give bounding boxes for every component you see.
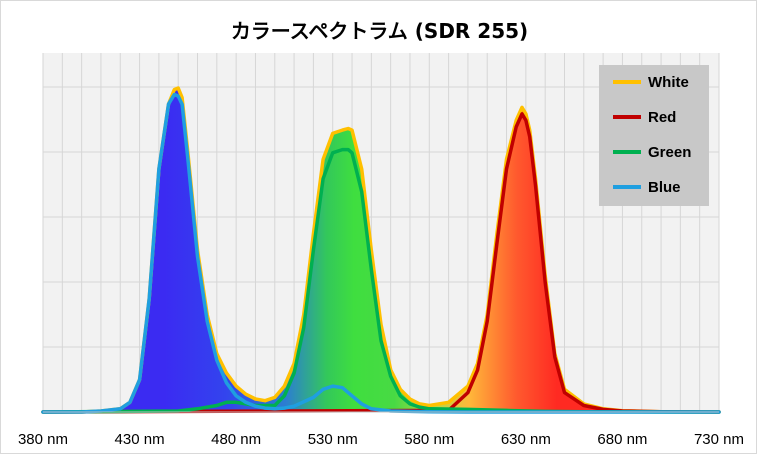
chart-title: カラースペクトラム (SDR 255): [230, 19, 529, 43]
legend-label-green: Green: [648, 144, 691, 161]
x-tick-label: 480 nm: [211, 431, 261, 448]
series-line-green: [41, 147, 721, 414]
series-lines: [41, 86, 721, 414]
legend-label-blue: Blue: [648, 179, 681, 196]
series-line-blue: [41, 92, 721, 414]
x-tick-label: 580 nm: [404, 431, 454, 448]
x-tick-label: 430 nm: [115, 431, 165, 448]
x-axis-ticks: 380 nm 430 nm 480 nm 530 nm 580 nm 630 nm 680 …: [18, 431, 744, 448]
series-line-red: [41, 112, 721, 414]
legend-box: [599, 65, 709, 206]
x-tick-label: 680 nm: [597, 431, 647, 448]
x-tick-label: 730 nm: [694, 431, 744, 448]
legend-label-red: Red: [648, 109, 676, 126]
legend-label-white: White: [648, 74, 689, 91]
legend: White Red Green Blue: [599, 65, 709, 206]
x-tick-label: 530 nm: [308, 431, 358, 448]
x-tick-label: 380 nm: [18, 431, 68, 448]
x-tick-label: 630 nm: [501, 431, 551, 448]
